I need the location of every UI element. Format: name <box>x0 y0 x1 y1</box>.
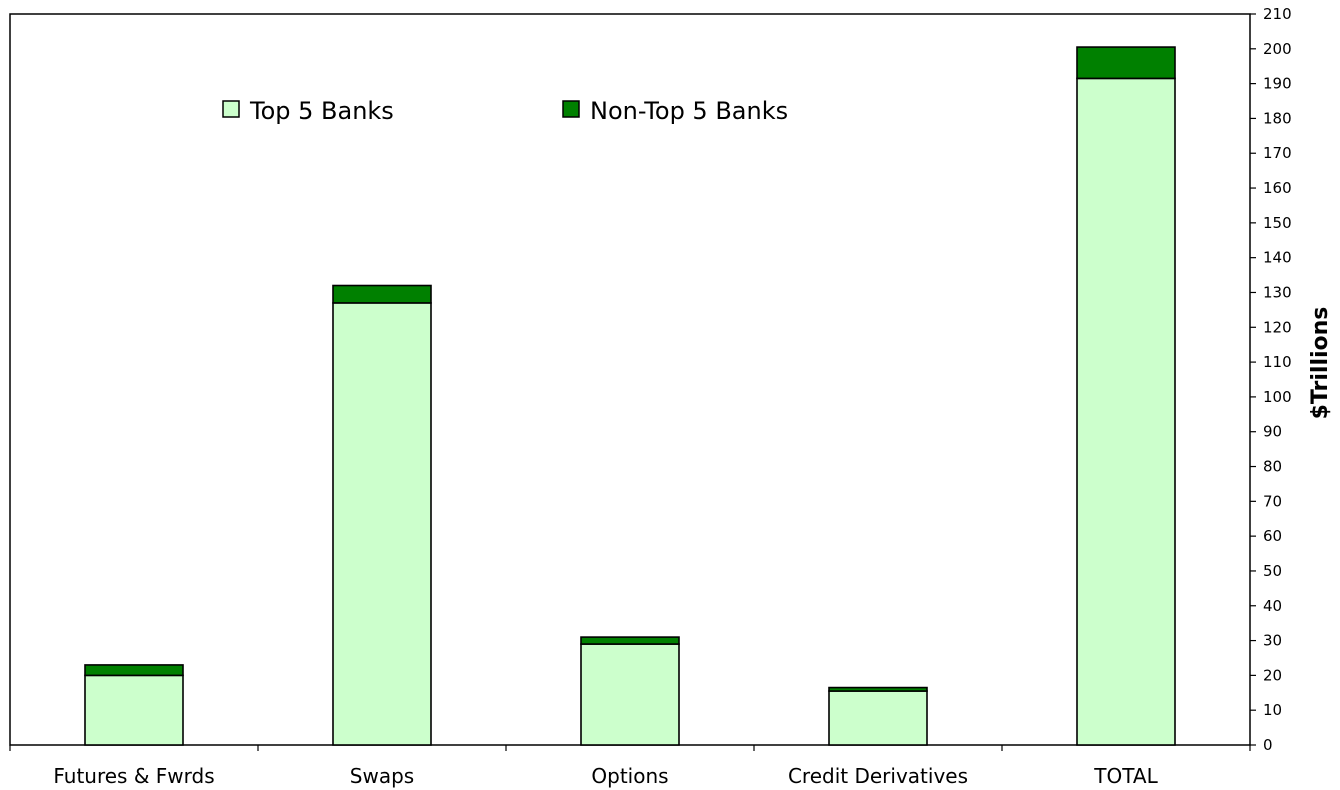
legend-label-nontop5: Non-Top 5 Banks <box>590 97 788 125</box>
bar-nontop5-1 <box>332 284 432 304</box>
bars-group <box>84 46 1176 746</box>
y-tick-label: 70 <box>1263 492 1282 510</box>
legend: Top 5 Banks Non-Top 5 Banks <box>222 97 788 125</box>
y-tick-label: 80 <box>1263 458 1282 476</box>
y-tick-label: 100 <box>1263 388 1292 406</box>
bar-top5-1 <box>332 302 432 746</box>
y-tick-label: 120 <box>1263 318 1292 336</box>
y-tick-label: 200 <box>1263 40 1292 58</box>
y-axis-title: $Trillions <box>1308 307 1333 420</box>
y-tick-label: 40 <box>1263 597 1282 615</box>
bar-top5-0 <box>84 674 184 746</box>
bar-nontop5-2 <box>580 636 680 645</box>
x-tick-label: Credit Derivatives <box>788 764 968 788</box>
y-tick-label: 60 <box>1263 527 1282 545</box>
y-tick-label: 160 <box>1263 179 1292 197</box>
bar-nontop5-0 <box>84 664 184 677</box>
x-tick-label: Futures & Fwrds <box>53 764 214 788</box>
legend-swatch-nontop5 <box>562 100 580 118</box>
legend-label-top5: Top 5 Banks <box>249 97 394 125</box>
y-tick-label: 50 <box>1263 562 1282 580</box>
y-tick-label: 110 <box>1263 353 1292 371</box>
x-tick-label: Options <box>591 764 668 788</box>
bar-nontop5-4 <box>1076 46 1176 80</box>
y-tick-label: 10 <box>1263 701 1282 719</box>
y-tick-label: 140 <box>1263 249 1292 267</box>
y-tick-label: 210 <box>1263 5 1292 23</box>
y-tick-label: 30 <box>1263 632 1282 650</box>
bar-nontop5-3 <box>828 686 928 692</box>
x-axis: Futures & Fwrds Swaps Options Credit Deriva… <box>9 745 1251 788</box>
y-tick-label: 170 <box>1263 144 1292 162</box>
y-tick-label: 90 <box>1263 423 1282 441</box>
bar-top5-3 <box>828 690 928 746</box>
x-tick-label: TOTAL <box>1093 764 1158 788</box>
y-tick-label: 130 <box>1263 283 1292 301</box>
x-tick-label: Swaps <box>350 764 414 788</box>
y-tick-label: 190 <box>1263 75 1292 93</box>
y-tick-label: 150 <box>1263 214 1292 232</box>
y-tick-label: 20 <box>1263 666 1282 684</box>
y-tick-label: 180 <box>1263 109 1292 127</box>
bar-top5-4 <box>1076 77 1176 746</box>
y-axis: 0 10 20 30 40 50 60 70 80 90 100 110 120 130 140 150 160… <box>1250 5 1292 754</box>
bar-top5-2 <box>580 643 680 746</box>
y-tick-label: 0 <box>1263 736 1273 754</box>
legend-swatch-top5 <box>222 100 240 118</box>
